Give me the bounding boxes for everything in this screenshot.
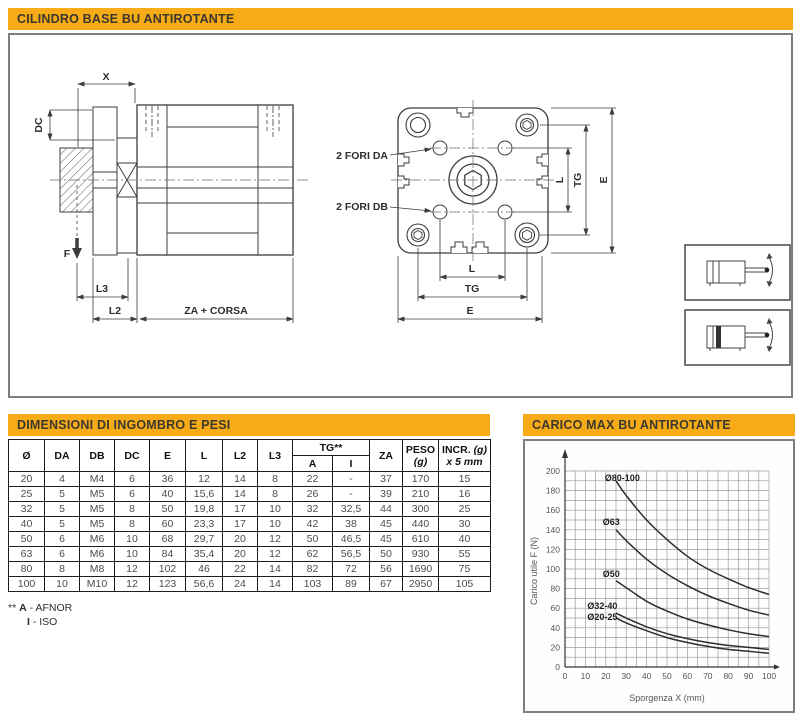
curve-label: Ø20-25 <box>587 612 617 622</box>
table-row: 100 10 M10 12 123 56,6 24 14 103 89 67 2950 105 <box>8 576 492 592</box>
chart-panel: 0 10 20 30 40 50 60 70 80 90 100 0 20 40 60 80 100 120 140… <box>523 439 795 713</box>
dim-label-dc: DC <box>33 117 45 133</box>
svg-text:70: 70 <box>703 671 713 681</box>
chart-title-bar: CARICO MAX BU ANTIROTANTE <box>523 414 795 436</box>
max-load-chart: 0 10 20 30 40 50 60 70 80 90 100 0 20 40 60 80 100 120 140… <box>529 449 780 703</box>
svg-text:50: 50 <box>662 671 672 681</box>
svg-text:40: 40 <box>551 623 561 633</box>
svg-text:20: 20 <box>601 671 611 681</box>
dim-label-za-corsa: ZA + CORSA <box>184 305 248 317</box>
technical-drawing-panel: X DC F L3 L2 ZA + CORSA <box>8 33 793 398</box>
svg-text:200: 200 <box>546 466 560 476</box>
col-e: E <box>149 439 186 472</box>
table-row: 80 8 M8 12 102 46 22 14 82 72 56 1690 75 <box>8 561 492 577</box>
table-row: 40 5 M5 8 60 23,3 17 10 42 38 45 440 30 <box>8 516 492 532</box>
dim-label-e-h: E <box>466 305 473 317</box>
svg-text:100: 100 <box>546 564 560 574</box>
table-footnote: ** A - AFNOR I - ISO <box>8 602 73 628</box>
col-tg-i: I <box>331 455 371 472</box>
svg-text:80: 80 <box>723 671 733 681</box>
col-l: L <box>185 439 223 472</box>
table-row: 25 5 M5 6 40 15,6 14 8 26-39 210 16 <box>8 486 492 502</box>
curve-label: Ø80-100 <box>605 473 640 483</box>
table-header-row-1: Ø DA DB DC E L L2 L3 TG** ZA PESO (g) <box>8 439 492 472</box>
svg-text:60: 60 <box>683 671 693 681</box>
load-chart-section: CARICO MAX BU ANTIROTANTE 0 10 20 30 40 50 60 7… <box>523 414 795 713</box>
svg-text:30: 30 <box>621 671 631 681</box>
label-fori-da: 2 FORI DA <box>336 150 388 162</box>
label-fori-db: 2 FORI DB <box>336 201 388 213</box>
svg-text:80: 80 <box>551 584 561 594</box>
table-title-bar: DIMENSIONI DI INGOMBRO E PESI <box>8 414 490 436</box>
x-axis-label: Sporgenza X (mm) <box>629 693 705 703</box>
dim-label-l-h: L <box>469 263 476 275</box>
dim-label-tg-v: TG <box>572 173 584 188</box>
curve-63 <box>615 529 770 616</box>
dim-label-e-v: E <box>598 176 610 183</box>
force-label-f: F <box>64 248 71 260</box>
side-view <box>50 104 310 256</box>
svg-text:20: 20 <box>551 642 561 652</box>
page-title: CILINDRO BASE BU ANTIROTANTE <box>17 12 235 26</box>
dimensions-section: DIMENSIONI DI INGOMBRO E PESI Ø DA DB DC… <box>8 414 492 713</box>
curve-50 <box>615 580 770 638</box>
col-l3: L3 <box>257 439 293 472</box>
svg-text:180: 180 <box>546 486 560 496</box>
curve-20-25 <box>615 617 770 655</box>
front-view <box>391 100 555 261</box>
svg-text:160: 160 <box>546 505 560 515</box>
col-incr: INCR. (g) x 5 mm <box>438 439 492 472</box>
y-axis-label: Carico utile F (N) <box>529 537 539 605</box>
dim-label-l3: L3 <box>96 283 108 295</box>
dim-label-x: X <box>102 71 109 83</box>
curve-80-100 <box>615 480 770 596</box>
col-dc: DC <box>114 439 150 472</box>
svg-text:10: 10 <box>581 671 591 681</box>
pictogram-boxes <box>684 244 791 366</box>
curve-label: Ø32-40 <box>587 601 617 611</box>
col-tg-a: A <box>292 455 333 472</box>
curve-label: Ø63 <box>603 517 620 527</box>
svg-text:140: 140 <box>546 525 560 535</box>
col-za: ZA <box>369 439 404 472</box>
table-row: 20 4 M4 6 36 12 14 8 22-37 170 15 <box>8 471 492 487</box>
table-title: DIMENSIONI DI INGOMBRO E PESI <box>17 418 231 432</box>
dim-label-l2: L2 <box>109 305 121 317</box>
svg-text:60: 60 <box>551 603 561 613</box>
dimensions-table-body: 20 4 M4 6 36 12 14 8 22-37 170 15 25 5 M5 6 40 15,6 14 8 26… <box>8 471 492 592</box>
svg-text:120: 120 <box>546 544 560 554</box>
chart-title: CARICO MAX BU ANTIROTANTE <box>532 418 731 432</box>
table-row: 63 6 M6 10 84 35,4 20 12 62 56,5 50 930 55 <box>8 546 492 562</box>
curve-label: Ø50 <box>603 569 620 579</box>
col-diameter: Ø <box>8 439 45 472</box>
main-title-bar: CILINDRO BASE BU ANTIROTANTE <box>8 8 793 30</box>
col-l2: L2 <box>222 439 258 472</box>
table-row: 50 6 M6 10 68 29,7 20 12 50 46,5 45 610 40 <box>8 531 492 547</box>
dim-label-l-v: L <box>554 176 566 183</box>
dim-label-tg-h: TG <box>465 283 480 295</box>
side-view-dimensions <box>47 81 294 323</box>
front-view-labels: 2 FORI DA 2 FORI DB L TG E L TG E <box>336 150 610 317</box>
side-view-labels: X DC F L3 L2 ZA + CORSA <box>33 71 248 317</box>
curve-32-40 <box>615 612 770 651</box>
svg-text:40: 40 <box>642 671 652 681</box>
svg-text:90: 90 <box>744 671 754 681</box>
dimensions-table: Ø DA DB DC E L L2 L3 TG** ZA PESO (g) <box>8 439 492 592</box>
col-peso: PESO (g) <box>402 439 440 472</box>
front-view-dimensions <box>389 107 616 323</box>
svg-text:0: 0 <box>555 662 560 672</box>
col-db: DB <box>79 439 115 472</box>
svg-text:100: 100 <box>762 671 776 681</box>
svg-text:0: 0 <box>563 671 568 681</box>
table-row: 32 5 M5 8 50 19,8 17 10 32 32,5 44 300 25 <box>8 501 492 517</box>
col-da: DA <box>44 439 80 472</box>
technical-drawing: X DC F L3 L2 ZA + CORSA <box>33 71 791 366</box>
col-tg: TG** <box>291 439 371 456</box>
